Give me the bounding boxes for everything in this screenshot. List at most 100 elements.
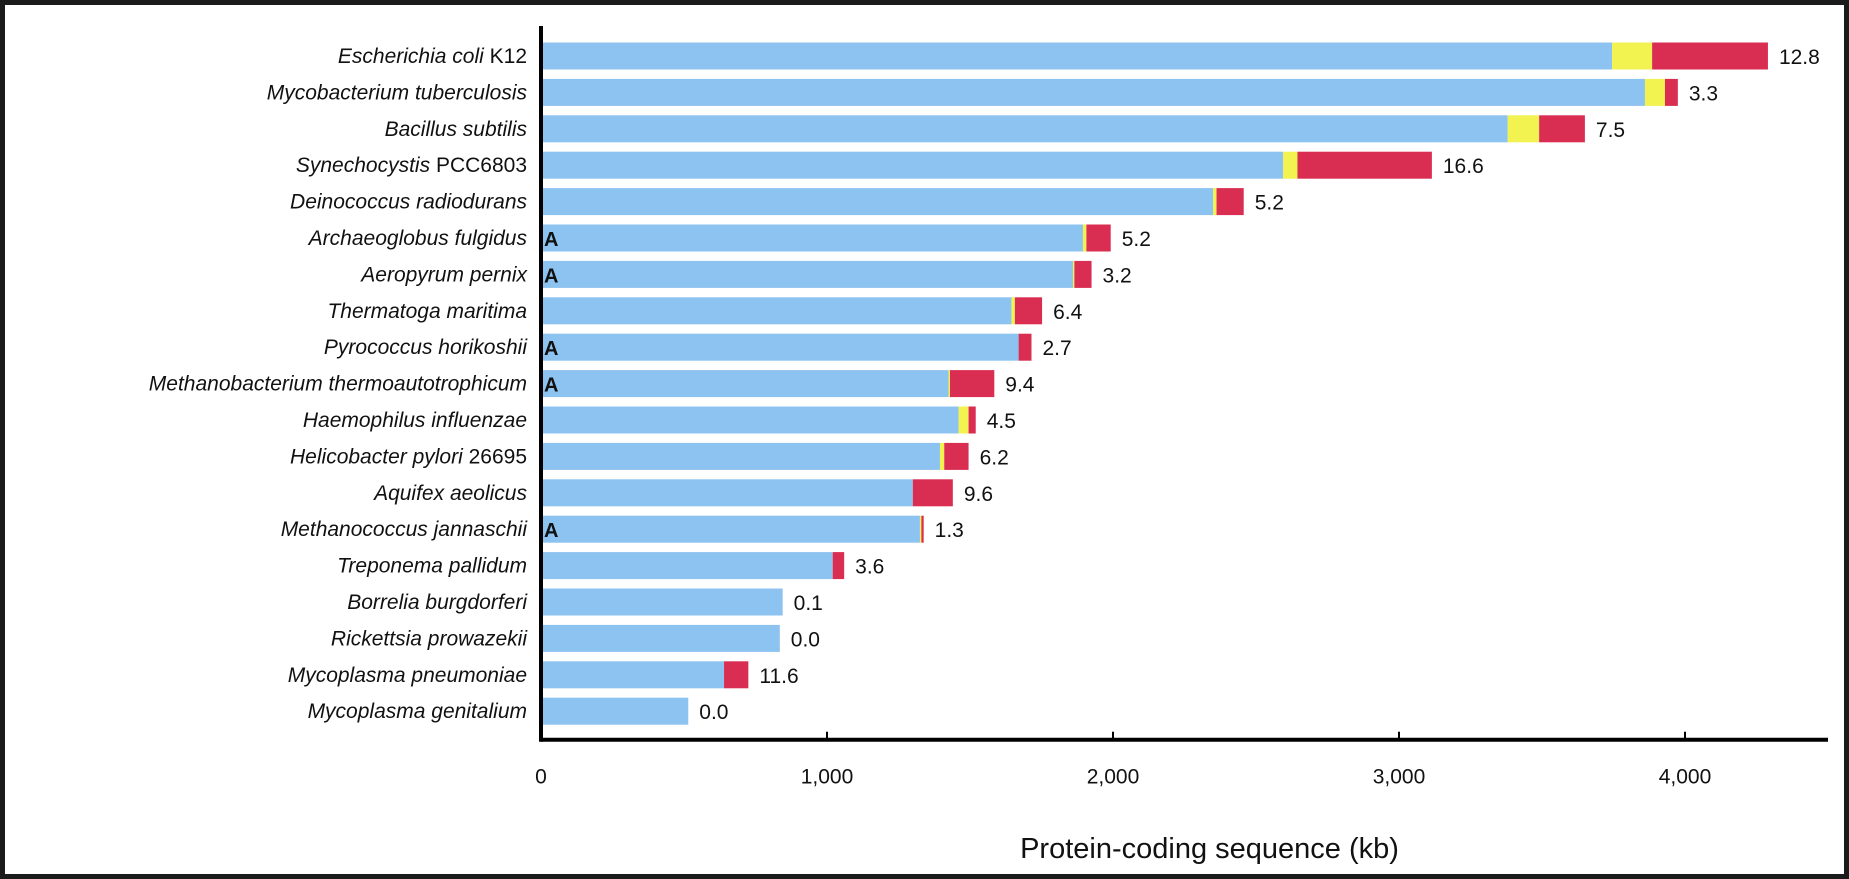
category-label: Mycoplasma genitalium: [308, 700, 527, 723]
bar-segment: [949, 370, 995, 398]
bar-segment: [541, 370, 949, 398]
archaea-marker: A: [544, 265, 558, 287]
archaea-marker: A: [544, 338, 558, 360]
bar-segment: [541, 115, 1508, 143]
bar-segment: [958, 406, 969, 434]
bar-segment: [939, 442, 945, 470]
bar-segment: [541, 333, 1019, 361]
category-label: Archaeoglobus fulgidus: [307, 227, 528, 250]
value-label: 9.4: [1005, 374, 1035, 397]
bar-segment: [1216, 188, 1244, 216]
category-strain: PCC6803: [430, 154, 527, 177]
category-name: Haemophilus influenzae: [303, 409, 527, 432]
category-name: Pyrococcus horikoshii: [324, 336, 528, 359]
value-label: 3.2: [1103, 264, 1132, 287]
category-label: Mycoplasma pneumoniae: [288, 664, 527, 687]
category-strain: K12: [484, 45, 527, 68]
category-name: Deinococcus radiodurans: [290, 191, 527, 214]
value-label: 4.5: [987, 410, 1016, 433]
bar-segment: [912, 479, 953, 507]
bar-segment: [1074, 260, 1092, 288]
bar-segment: [541, 78, 1645, 106]
archaea-marker: A: [544, 375, 558, 397]
x-axis-title: Protein-coding sequence (kb): [1020, 833, 1399, 865]
archaea-marker: A: [544, 229, 558, 251]
bar-segment: [541, 297, 1012, 325]
category-name: Bacillus subtilis: [385, 118, 528, 141]
bar-segment: [541, 151, 1284, 179]
category-name: Borrelia burgdorferi: [347, 591, 528, 614]
bar-segment: [1018, 333, 1032, 361]
bar-segment: [724, 661, 749, 689]
category-label: Rickettsia prowazekii: [331, 627, 528, 650]
category-label: Methanobacterium thermoautotrophicum: [149, 373, 527, 396]
category-strain: 26695: [463, 445, 527, 468]
bar-segment: [1014, 297, 1043, 325]
bar-segment: [1507, 115, 1540, 143]
category-name: Synechocystis: [296, 154, 431, 177]
value-label: 0.1: [794, 592, 823, 615]
value-label: 7.5: [1596, 119, 1625, 142]
bar-segment: [541, 188, 1214, 216]
value-label: 0.0: [791, 628, 820, 651]
bar-segment: [541, 224, 1083, 252]
bar-segment: [919, 515, 922, 543]
x-tick-label: 3,000: [1373, 766, 1426, 789]
bar-segment: [541, 479, 913, 507]
x-tick-label: 1,000: [801, 766, 854, 789]
category-name: Methanobacterium thermoautotrophicum: [149, 373, 527, 396]
x-tick-label: 0: [535, 766, 547, 789]
x-tick-label: 4,000: [1659, 766, 1712, 789]
value-label: 0.0: [699, 701, 728, 724]
value-label: 1.3: [935, 519, 964, 542]
category-name: Thermatoga maritima: [327, 300, 527, 323]
bar-segment: [541, 442, 940, 470]
value-label: 11.6: [759, 665, 798, 688]
bar-segment: [1612, 42, 1653, 70]
bar-segment: [541, 588, 783, 616]
value-label: 3.6: [855, 556, 884, 579]
category-label: Aquifex aeolicus: [372, 482, 527, 505]
category-label: Haemophilus influenzae: [303, 409, 527, 432]
category-label: Aeropyrum pernix: [359, 263, 528, 286]
category-name: Mycoplasma genitalium: [308, 700, 527, 723]
category-name: Mycobacterium tuberculosis: [267, 81, 528, 104]
category-label: Thermatoga maritima: [327, 300, 527, 323]
category-name: Rickettsia prowazekii: [331, 627, 528, 650]
bar-segment: [1011, 297, 1015, 325]
category-label: Helicobacter pylori 26695: [290, 445, 527, 468]
category-name: Aeropyrum pernix: [359, 263, 528, 286]
value-label: 6.2: [980, 446, 1009, 469]
bar-segment: [948, 370, 950, 398]
bar-segment: [1213, 188, 1217, 216]
x-tick-label: 2,000: [1087, 766, 1140, 789]
category-name: Escherichia coli: [338, 45, 485, 68]
category-name: Helicobacter pylori: [290, 445, 464, 468]
bar-segment: [541, 697, 689, 725]
bar-segment: [541, 42, 1613, 70]
category-label: Mycobacterium tuberculosis: [267, 81, 528, 104]
value-label: 16.6: [1443, 155, 1484, 178]
category-label: Pyrococcus horikoshii: [324, 336, 528, 359]
category-label: Synechocystis PCC6803: [296, 154, 527, 177]
bar-segment: [541, 661, 725, 689]
value-label: 9.6: [964, 483, 993, 506]
value-label: 6.4: [1053, 301, 1083, 324]
bar-segment: [541, 515, 920, 543]
bar-segment: [1086, 224, 1111, 252]
category-label: Methanococcus jannaschii: [281, 518, 529, 541]
category-label: Bacillus subtilis: [385, 118, 528, 141]
bar-segment: [1297, 151, 1432, 179]
category-label: Borrelia burgdorferi: [347, 591, 528, 614]
bar-segment: [921, 515, 924, 543]
bar-segment: [1664, 78, 1678, 106]
bar-segment: [541, 552, 833, 580]
category-name: Aquifex aeolicus: [372, 482, 527, 505]
bar-segment: [541, 260, 1073, 288]
bar-segment: [541, 406, 959, 434]
category-label: Treponema pallidum: [337, 555, 527, 578]
category-label: Deinococcus radiodurans: [290, 191, 527, 214]
value-label: 2.7: [1042, 337, 1071, 360]
